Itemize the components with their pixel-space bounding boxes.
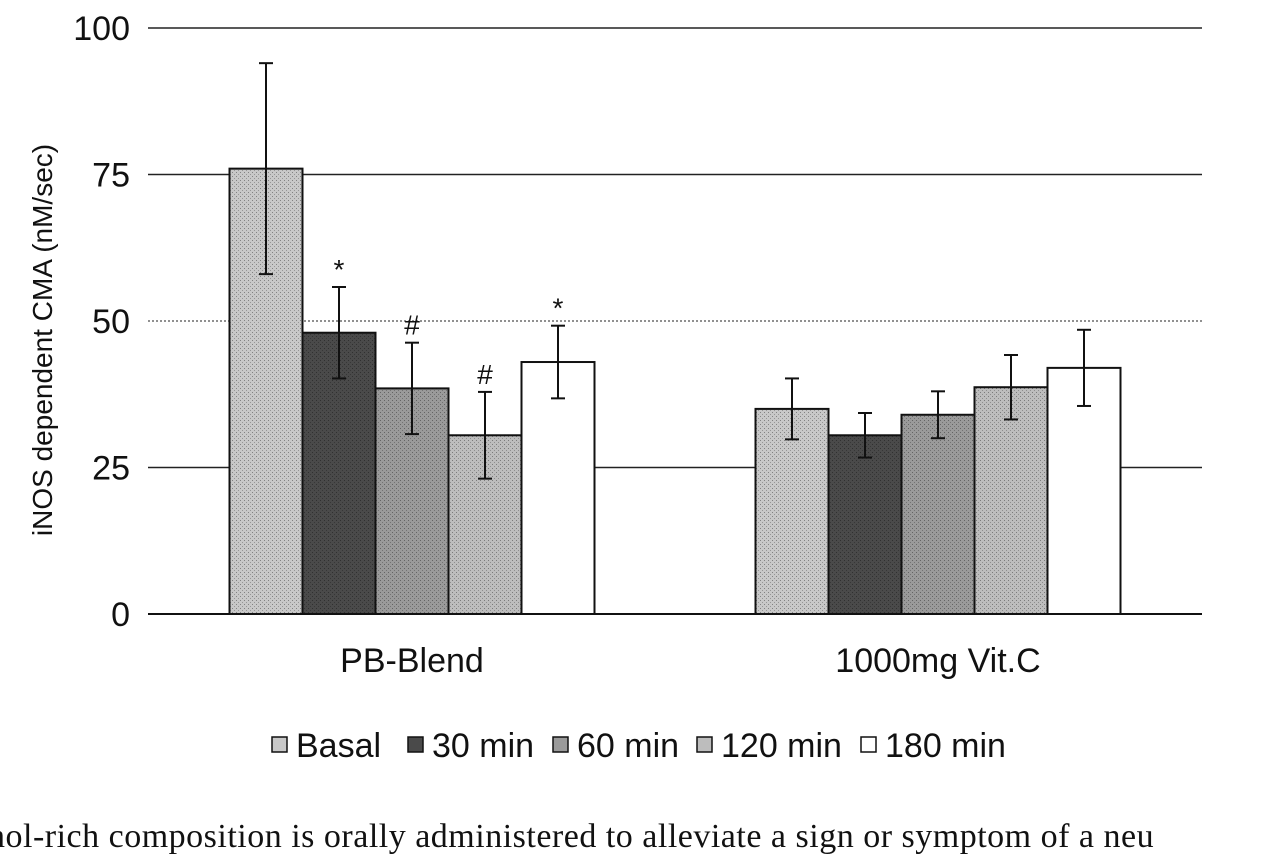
legend-swatch-30-min bbox=[408, 737, 423, 752]
legend-swatch-180-min bbox=[861, 737, 876, 752]
legend-label: 120 min bbox=[721, 727, 842, 765]
legend-swatch-basal bbox=[272, 737, 287, 752]
significance-marker: # bbox=[404, 310, 420, 341]
legend-label: Basal bbox=[296, 727, 381, 765]
bar-texture bbox=[902, 415, 975, 614]
bars bbox=[230, 169, 1121, 614]
legend-label: 30 min bbox=[432, 727, 534, 765]
significance-marker: * bbox=[334, 254, 345, 285]
bar-pb-blend-180-min bbox=[522, 362, 595, 614]
legend-swatch-60-min bbox=[553, 737, 568, 752]
y-tick-label-100: 100 bbox=[73, 10, 130, 48]
x-category-label: 1000mg Vit.C bbox=[835, 642, 1040, 680]
y-tick-label-0: 0 bbox=[111, 596, 130, 634]
y-axis-ticks: 0 25 50 75 100 bbox=[73, 10, 130, 634]
category-labels: PB-Blend 1000mg Vit.C bbox=[340, 642, 1041, 680]
bar-texture bbox=[829, 435, 902, 614]
legend-label: 180 min bbox=[885, 727, 1006, 765]
y-tick-label-75: 75 bbox=[92, 157, 130, 195]
y-tick-label-25: 25 bbox=[92, 450, 130, 488]
caption-text: nol-rich composition is orally administe… bbox=[0, 818, 1274, 859]
y-axis-label: iNOS dependent CMA (nM/sec) bbox=[27, 144, 58, 536]
bar-chart: 0 25 50 75 100 iNOS dependent CMA (nM/sec) *… bbox=[0, 0, 1274, 818]
y-tick-label-50: 50 bbox=[92, 303, 130, 341]
significance-marker: # bbox=[477, 359, 493, 390]
bar-texture bbox=[975, 387, 1048, 614]
legend-swatch-120-min bbox=[697, 737, 712, 752]
x-category-label: PB-Blend bbox=[340, 642, 484, 680]
significance-marker: * bbox=[553, 293, 564, 324]
legend-label: 60 min bbox=[577, 727, 679, 765]
legend: Basal 30 min 60 min 120 min 180 min bbox=[272, 727, 1006, 765]
